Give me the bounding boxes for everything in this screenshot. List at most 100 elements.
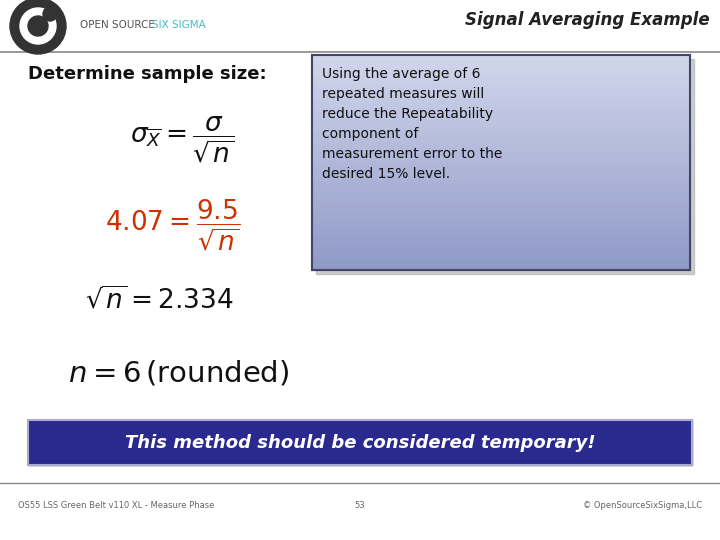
Bar	[312, 227, 690, 229]
Bar	[312, 168, 690, 171]
Bar	[312, 103, 690, 106]
Bar	[312, 240, 690, 243]
Bar	[312, 133, 690, 136]
Bar	[312, 141, 690, 144]
Bar	[312, 93, 690, 96]
Bar	[312, 127, 690, 130]
Bar	[28, 420, 692, 465]
Bar	[312, 171, 690, 173]
Bar	[312, 98, 690, 100]
Bar	[312, 58, 690, 60]
Bar	[312, 82, 690, 85]
Bar	[312, 69, 690, 71]
Bar	[312, 211, 690, 213]
Bar	[312, 149, 690, 152]
Bar	[312, 251, 690, 254]
Text: $n = 6\,(\mathrm{rounded})$: $n = 6\,(\mathrm{rounded})$	[68, 359, 289, 388]
Bar	[312, 165, 690, 168]
Bar	[312, 192, 690, 195]
Bar	[312, 71, 690, 74]
Bar	[312, 206, 690, 208]
Text: 53: 53	[355, 501, 365, 510]
Bar	[312, 63, 690, 66]
Bar	[312, 119, 690, 122]
Bar	[312, 138, 690, 141]
Bar	[312, 125, 690, 127]
Bar	[312, 243, 690, 246]
Bar	[312, 173, 690, 176]
Text: Using the average of 6
repeated measures will
reduce the Repeatability
component: Using the average of 6 repeated measures…	[322, 67, 503, 181]
Bar	[312, 262, 690, 265]
Bar	[312, 90, 690, 93]
Bar	[312, 154, 690, 157]
Bar	[312, 96, 690, 98]
Bar	[312, 146, 690, 149]
Bar	[312, 203, 690, 206]
Bar	[312, 163, 690, 165]
Text: $\sigma_{\overline{X}} = \dfrac{\sigma}{\sqrt{n}}$: $\sigma_{\overline{X}} = \dfrac{\sigma}{…	[130, 114, 235, 165]
Bar	[312, 152, 690, 154]
Bar	[312, 230, 690, 232]
Bar	[312, 100, 690, 103]
Bar	[316, 59, 694, 274]
Circle shape	[28, 16, 48, 36]
Bar	[312, 55, 690, 58]
Text: SIX SIGMA: SIX SIGMA	[152, 20, 206, 30]
Bar	[312, 87, 690, 90]
Bar	[312, 144, 690, 146]
Text: $4.07 = \dfrac{9.5}{\sqrt{n}}$: $4.07 = \dfrac{9.5}{\sqrt{n}}$	[105, 197, 240, 253]
Bar	[312, 224, 690, 227]
Bar	[312, 216, 690, 219]
Bar	[312, 111, 690, 114]
Text: OPEN SOURCE: OPEN SOURCE	[80, 20, 158, 30]
Bar	[312, 179, 690, 181]
Bar	[312, 195, 690, 198]
Bar	[312, 246, 690, 248]
Bar	[312, 117, 690, 119]
Bar	[312, 232, 690, 235]
Bar	[312, 254, 690, 256]
Bar	[312, 136, 690, 138]
Bar	[312, 114, 690, 117]
Text: Determine sample size:: Determine sample size:	[28, 65, 266, 83]
Bar	[312, 200, 690, 203]
Bar	[312, 122, 690, 125]
Bar	[312, 265, 690, 267]
Bar	[312, 55, 690, 270]
Bar	[312, 160, 690, 163]
Circle shape	[10, 0, 66, 54]
Bar	[312, 60, 690, 63]
Bar	[312, 176, 690, 179]
Bar	[312, 219, 690, 221]
Bar	[312, 187, 690, 190]
Bar	[312, 106, 690, 109]
Bar	[312, 66, 690, 69]
Text: © OpenSourceSixSigma,LLC: © OpenSourceSixSigma,LLC	[583, 501, 702, 510]
Bar	[312, 157, 690, 160]
Text: OS55 LSS Green Belt v110 XL - Measure Phase: OS55 LSS Green Belt v110 XL - Measure Ph…	[18, 501, 215, 510]
Bar	[312, 235, 690, 238]
Bar	[312, 130, 690, 133]
Bar	[312, 184, 690, 187]
Bar	[312, 248, 690, 251]
Text: Signal Averaging Example: Signal Averaging Example	[465, 11, 710, 29]
Bar	[312, 238, 690, 240]
Bar	[312, 190, 690, 192]
Bar	[28, 420, 692, 465]
Bar	[312, 208, 690, 211]
Bar	[312, 109, 690, 111]
Bar	[312, 198, 690, 200]
Bar	[312, 74, 690, 77]
Text: This method should be considered temporary!: This method should be considered tempora…	[125, 434, 595, 451]
Bar	[312, 213, 690, 216]
Bar	[312, 77, 690, 79]
Bar	[312, 256, 690, 259]
Text: $\sqrt{n} = 2.334$: $\sqrt{n} = 2.334$	[85, 286, 233, 314]
Bar	[312, 259, 690, 262]
Circle shape	[20, 8, 56, 44]
Bar	[312, 221, 690, 224]
Bar	[312, 181, 690, 184]
Bar	[312, 79, 690, 82]
Bar	[312, 85, 690, 87]
Circle shape	[43, 7, 57, 21]
